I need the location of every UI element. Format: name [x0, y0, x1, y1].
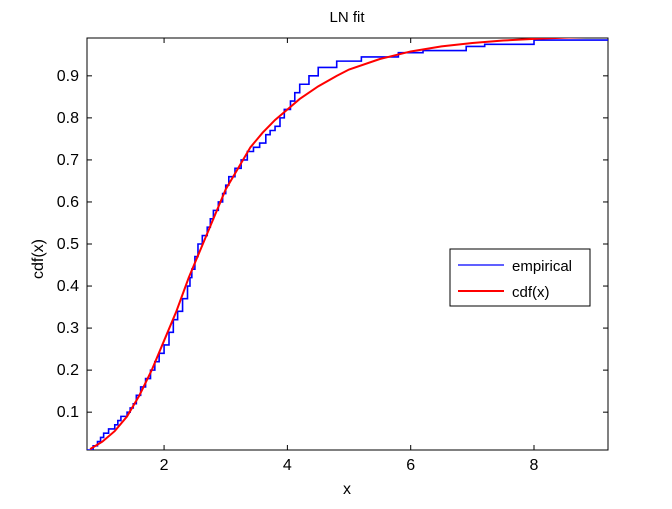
chart-title: LN fit — [329, 9, 365, 26]
y-tick-label: 0.7 — [57, 152, 79, 169]
legend: empirical cdf(x) — [449, 248, 591, 307]
x-tick-label: 2 — [160, 457, 169, 474]
y-axis-label: cdf(x) — [30, 239, 47, 279]
x-axis-label: x — [343, 481, 351, 498]
legend-label-cdf: cdf(x) — [512, 284, 550, 301]
series-cdf-x-line — [89, 38, 587, 450]
y-tick-label: 0.8 — [57, 110, 79, 127]
x-tick-label: 6 — [406, 457, 415, 474]
y-tick-label: 0.2 — [57, 362, 79, 379]
series-layer — [87, 38, 608, 450]
x-tick-label: 4 — [283, 457, 292, 474]
y-tick-label: 0.9 — [57, 68, 79, 85]
legend-box — [449, 248, 591, 307]
axis-ticks: 2 4 6 8 0.1 0.2 0.3 0.4 0.5 0.6 0.7 0.8 0.9 — [57, 38, 608, 474]
y-tick-label: 0.1 — [57, 404, 79, 421]
y-tick-label: 0.6 — [57, 194, 79, 211]
plot-area — [86, 37, 609, 451]
x-tick-label: 8 — [530, 457, 539, 474]
legend-label-empirical: empirical — [512, 258, 572, 275]
y-tick-label: 0.4 — [57, 278, 79, 295]
y-tick-label: 0.3 — [57, 320, 79, 337]
y-tick-label: 0.5 — [57, 236, 79, 253]
